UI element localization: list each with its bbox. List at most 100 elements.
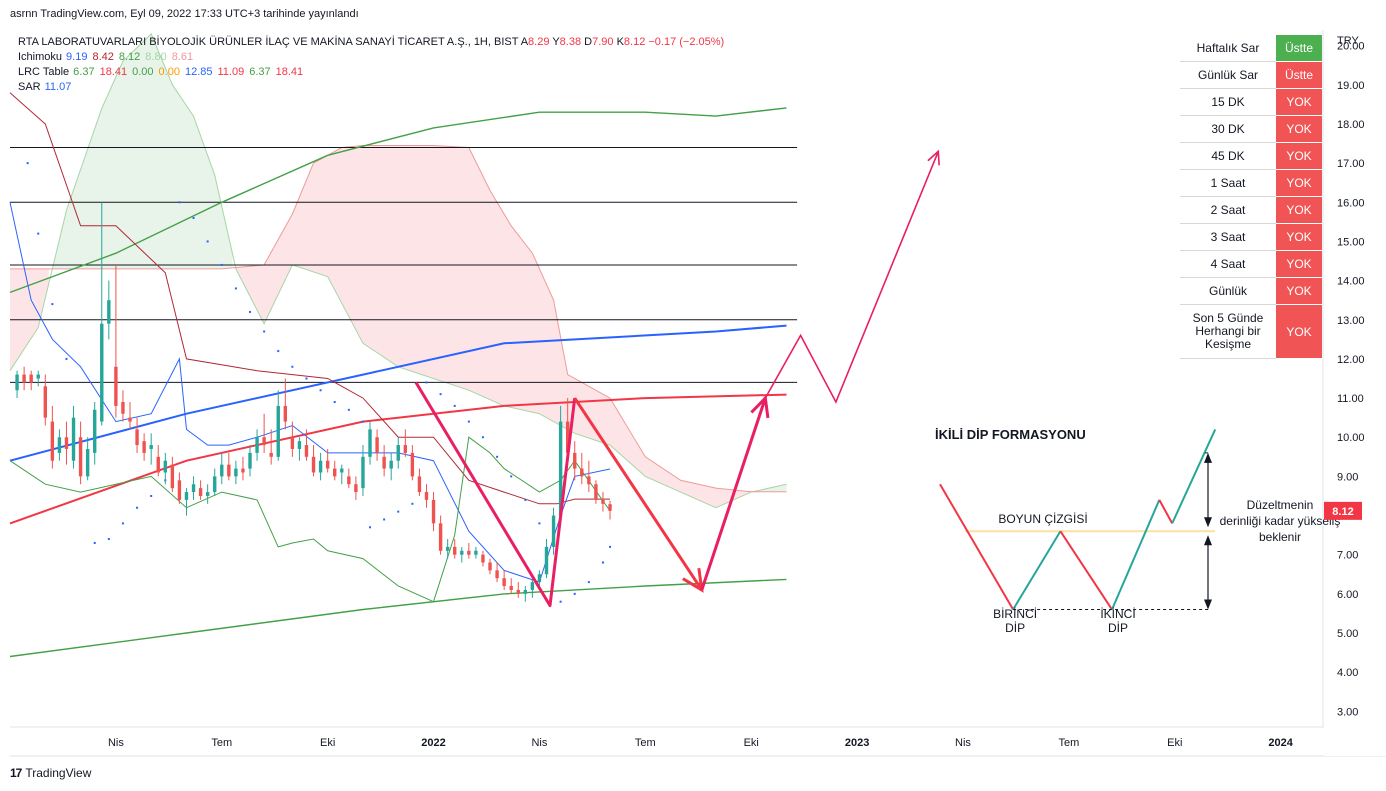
sar-dot (51, 303, 54, 306)
time-tick-label: 2023 (845, 737, 869, 749)
sar-dot (439, 393, 442, 396)
indicator-legend-row[interactable]: Ichimoku 9.19 8.42 8.12 8.80 8.61 (18, 50, 724, 65)
signal-status-cell: Üstte (1276, 61, 1322, 89)
price-tick-label: 12.00 (1337, 354, 1365, 366)
candle-body (191, 484, 196, 493)
sar-dot (37, 232, 40, 235)
candle-body (262, 437, 266, 446)
candle-body (523, 589, 528, 594)
ohlc-value: 8.38 (559, 36, 585, 48)
candle-body (403, 445, 408, 453)
time-tick-label: 2022 (421, 737, 445, 749)
signal-timeframe-label: 15 DK (1180, 88, 1276, 116)
time-tick-label: Eki (744, 737, 759, 749)
signal-timeframe-label: Günlük (1180, 277, 1276, 305)
series-line-lrc-lower (9, 578, 787, 658)
candle-body (318, 460, 323, 473)
candle-body (417, 476, 422, 493)
explanation-label-line: derinliği kadar yükseliş (1220, 514, 1341, 528)
candle-body (29, 374, 33, 383)
candle-body (389, 460, 393, 469)
candle-body (220, 464, 224, 477)
sar-dot (411, 502, 414, 505)
last-price-tag (1324, 501, 1362, 520)
sketch-leg (939, 483, 1014, 611)
candle-body (283, 405, 288, 422)
ichimoku-conversion-line (9, 202, 611, 583)
signal-status-cell: YOK (1276, 142, 1322, 170)
symbol-title[interactable]: RTA LABORATUVARLARI BİYOLOJİK ÜRÜNLER İL… (18, 36, 519, 48)
signal-status-cell: YOK (1276, 250, 1322, 278)
tradingview-brand: 17 TradingView (10, 766, 91, 780)
indicator-value: 18.41 (99, 66, 128, 78)
signal-row: Günlük YOK (1180, 277, 1322, 305)
indicator-legend-row[interactable]: LRC Table 6.37 18.41 0.00 0.00 12.85 11.09 6.37… (18, 65, 724, 80)
signal-status-cell: YOK (1276, 304, 1322, 359)
first-bottom-label-line: BİRİNCİ (993, 607, 1037, 621)
signal-row: 3 Saat YOK (1180, 223, 1322, 251)
candle-body (424, 492, 429, 500)
explanation-label-line: beklenir (1259, 530, 1301, 544)
ichimoku-span-b (10, 145, 787, 493)
candle-body (601, 499, 605, 504)
candle-body (516, 589, 520, 594)
candle-body (460, 550, 464, 555)
candle-body (43, 386, 47, 418)
sar-dot (291, 365, 294, 368)
candle-body (255, 437, 259, 453)
indicator-legend-row[interactable]: SAR 11.07 (18, 80, 724, 95)
lower-measure-arrowhead (1204, 599, 1212, 610)
indicator-value: 0.00 (132, 66, 154, 78)
candle-body (431, 499, 436, 524)
candle-body (234, 468, 238, 477)
candle-body (15, 374, 19, 391)
candle-body (354, 484, 358, 493)
candle-body (248, 452, 252, 469)
candle-body (85, 448, 90, 477)
candle-body (325, 460, 330, 469)
candle-body (276, 405, 280, 457)
indicator-value: 8.42 (92, 51, 114, 63)
publish-info: asrnn TradingView.com, Eyl 09, 2022 17:3… (10, 8, 359, 20)
indicator-value: 9.19 (66, 51, 88, 63)
second-bottom-label: İKİNCİ DİP (1100, 607, 1135, 635)
candle-body (142, 441, 146, 453)
signal-timeframe-label: 1 Saat (1180, 169, 1276, 197)
sar-dot (481, 436, 484, 439)
candle-body (22, 374, 26, 383)
sketch-leg (1059, 530, 1113, 611)
candle-body (375, 437, 379, 453)
candle-body (227, 464, 231, 477)
upper-measure-arrowhead-down (1204, 517, 1212, 528)
candle-body (340, 468, 344, 473)
ohlc-key: D (584, 36, 593, 48)
chart-legend: RTA LABORATUVARLARI BİYOLOJİK ÜRÜNLER İL… (18, 35, 724, 95)
time-tick-label: Tem (211, 737, 232, 749)
candle-body (573, 452, 577, 469)
sar-dot (150, 494, 153, 497)
first-bottom-label-line: DİP (1005, 621, 1025, 635)
candle-body (347, 476, 351, 485)
sar-dot (136, 506, 139, 509)
last-price-label: 8.12 (1332, 506, 1353, 518)
indicator-value: 8.80 (145, 51, 167, 63)
sar-dot (397, 510, 400, 513)
signal-timeframe-label: 4 Saat (1180, 250, 1276, 278)
price-tick-label: 13.00 (1337, 315, 1365, 327)
explanation-label: Düzeltmenin derinliği kadar yükseliş bekle… (1220, 498, 1341, 544)
sar-dot (220, 263, 223, 266)
sketch-leg (1111, 499, 1161, 610)
sar-dot (425, 381, 428, 384)
price-change: −0.17 (−2.05%) (648, 36, 725, 48)
candle-body (177, 480, 182, 500)
tradingview-logo-icon: 17 (10, 766, 22, 780)
candle-body (213, 476, 217, 493)
sar-dot (277, 350, 280, 353)
sar-dot (573, 592, 576, 595)
candle-body (241, 468, 245, 473)
time-tick-label: Eki (320, 737, 335, 749)
price-tick-label: 7.00 (1337, 550, 1358, 562)
indicator-value: 11.09 (217, 66, 245, 78)
candle-body (509, 586, 513, 590)
